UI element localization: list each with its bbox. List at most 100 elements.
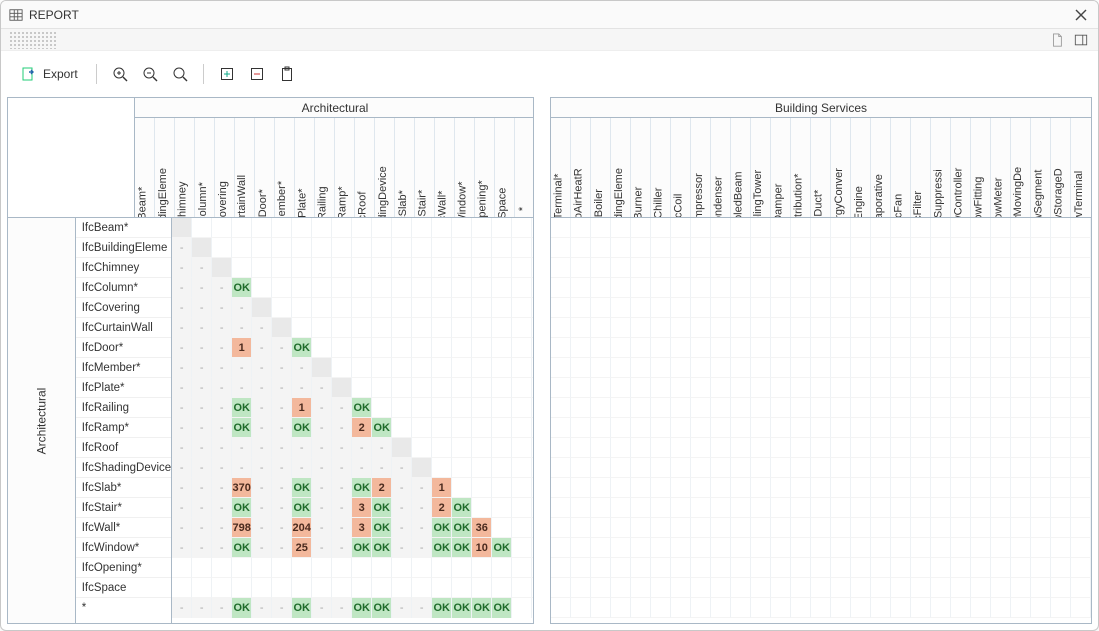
cell[interactable]	[292, 578, 312, 598]
cell[interactable]	[671, 398, 691, 418]
cell[interactable]: -	[212, 498, 232, 518]
cell[interactable]	[352, 278, 372, 298]
cell[interactable]	[691, 498, 711, 518]
cell[interactable]: -	[332, 598, 352, 618]
cell[interactable]: OK	[352, 538, 372, 558]
cell[interactable]	[452, 418, 472, 438]
cell[interactable]	[691, 598, 711, 618]
cell[interactable]	[871, 258, 891, 278]
cell[interactable]	[731, 398, 751, 418]
cell[interactable]: -	[192, 518, 212, 538]
cell[interactable]	[1071, 378, 1091, 398]
cell[interactable]	[651, 598, 671, 618]
cell[interactable]	[1011, 338, 1031, 358]
cell[interactable]	[551, 598, 571, 618]
cell[interactable]	[1011, 238, 1031, 258]
cell[interactable]	[512, 538, 532, 558]
cell[interactable]	[1071, 298, 1091, 318]
cell[interactable]	[1051, 398, 1071, 418]
cell[interactable]	[751, 518, 771, 538]
cell[interactable]	[711, 378, 731, 398]
cell[interactable]	[811, 418, 831, 438]
cell[interactable]	[931, 358, 951, 378]
cell[interactable]	[512, 358, 532, 378]
cell[interactable]	[671, 358, 691, 378]
cell[interactable]	[472, 378, 492, 398]
cell[interactable]	[172, 218, 192, 238]
cell[interactable]	[971, 458, 991, 478]
cell[interactable]	[851, 538, 871, 558]
cell[interactable]	[1051, 338, 1071, 358]
cell[interactable]	[472, 478, 492, 498]
cell[interactable]	[571, 318, 591, 338]
cell[interactable]: -	[212, 418, 232, 438]
cell[interactable]	[1011, 358, 1031, 378]
cell[interactable]	[991, 538, 1011, 558]
cell[interactable]	[951, 258, 971, 278]
cell[interactable]	[731, 298, 751, 318]
cell[interactable]	[372, 278, 392, 298]
cell[interactable]: -	[392, 478, 412, 498]
cell[interactable]	[831, 298, 851, 318]
cell[interactable]	[1051, 598, 1071, 618]
cell[interactable]	[931, 218, 951, 238]
cell[interactable]	[751, 478, 771, 498]
cell[interactable]	[492, 418, 512, 438]
cell[interactable]	[831, 438, 851, 458]
cell[interactable]	[1071, 338, 1091, 358]
cell[interactable]	[372, 298, 392, 318]
cell[interactable]	[1031, 218, 1051, 238]
cell[interactable]	[512, 298, 532, 318]
cell[interactable]	[991, 598, 1011, 618]
cell[interactable]	[591, 298, 611, 318]
cell[interactable]	[731, 518, 751, 538]
cell[interactable]	[332, 238, 352, 258]
cell[interactable]	[372, 558, 392, 578]
col-header[interactable]: IfcDuct*	[811, 118, 831, 217]
cell[interactable]	[911, 518, 931, 538]
cell[interactable]	[432, 458, 452, 478]
col-header[interactable]: IfcFlowController	[951, 118, 971, 217]
cell[interactable]	[791, 418, 811, 438]
cell[interactable]	[971, 278, 991, 298]
cell[interactable]	[571, 298, 591, 318]
cell[interactable]	[452, 238, 472, 258]
cell[interactable]: -	[292, 378, 312, 398]
cell[interactable]	[492, 578, 512, 598]
cell[interactable]	[352, 258, 372, 278]
row-label[interactable]: IfcOpening*	[76, 558, 172, 578]
cell[interactable]	[931, 298, 951, 318]
cell[interactable]	[352, 558, 372, 578]
cell[interactable]	[1031, 318, 1051, 338]
cell[interactable]	[591, 358, 611, 378]
cell[interactable]: -	[252, 358, 272, 378]
cell[interactable]	[851, 398, 871, 418]
col-header[interactable]: IfcCurtainWall	[235, 118, 255, 217]
cell[interactable]	[711, 278, 731, 298]
cell[interactable]: 1	[432, 478, 452, 498]
cell[interactable]	[372, 578, 392, 598]
cell[interactable]: -	[212, 318, 232, 338]
cell[interactable]	[831, 398, 851, 418]
cell[interactable]	[811, 438, 831, 458]
cell[interactable]	[412, 358, 432, 378]
cell[interactable]: -	[192, 378, 212, 398]
cell[interactable]	[991, 298, 1011, 318]
cell[interactable]	[472, 578, 492, 598]
cell[interactable]	[492, 278, 512, 298]
cell[interactable]	[771, 498, 791, 518]
cell[interactable]	[811, 358, 831, 378]
cell[interactable]: -	[252, 438, 272, 458]
cell[interactable]	[771, 538, 791, 558]
col-header[interactable]: IfcMember*	[275, 118, 295, 217]
cell[interactable]: -	[232, 358, 252, 378]
cell[interactable]	[851, 358, 871, 378]
cell[interactable]	[252, 238, 272, 258]
col-header[interactable]: IfcCondenser	[711, 118, 731, 217]
cell[interactable]: 1	[292, 398, 312, 418]
cell[interactable]	[931, 318, 951, 338]
cell[interactable]	[551, 578, 571, 598]
cell[interactable]	[332, 318, 352, 338]
cell[interactable]	[1011, 318, 1031, 338]
cell[interactable]	[1071, 358, 1091, 378]
